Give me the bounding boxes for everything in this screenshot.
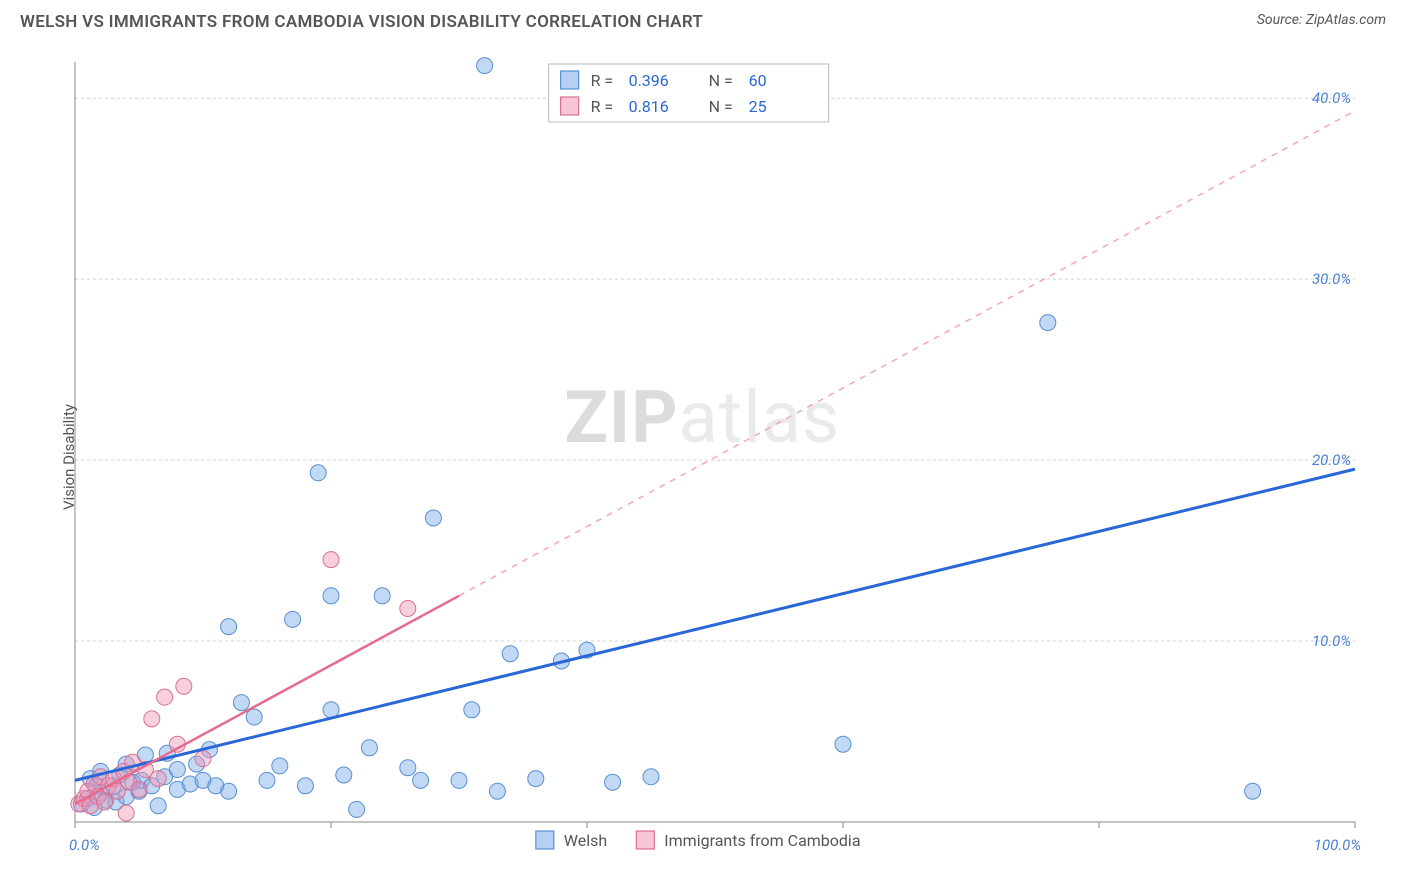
- scatter-point-cambodia: [118, 805, 134, 821]
- scatter-point-cambodia: [144, 711, 160, 727]
- chart-container: WELSH VS IMMIGRANTS FROM CAMBODIA VISION…: [0, 0, 1406, 892]
- scatter-point-welsh: [361, 740, 377, 756]
- bottom-legend-swatch: [536, 831, 554, 849]
- scatter-point-welsh: [349, 801, 365, 817]
- scatter-point-welsh: [489, 783, 505, 799]
- chart-title: WELSH VS IMMIGRANTS FROM CAMBODIA VISION…: [20, 12, 703, 32]
- scatter-point-welsh: [221, 619, 237, 635]
- scatter-point-welsh: [272, 758, 288, 774]
- legend-r-label: R =: [591, 97, 614, 116]
- scatter-point-welsh: [336, 767, 352, 783]
- scatter-point-welsh: [310, 465, 326, 481]
- scatter-point-welsh: [259, 772, 275, 788]
- scatter-point-cambodia: [176, 678, 192, 694]
- legend-n-label: N =: [709, 97, 733, 116]
- legend-r-label: R =: [591, 71, 614, 90]
- header: WELSH VS IMMIGRANTS FROM CAMBODIA VISION…: [0, 0, 1406, 32]
- trend-line-welsh: [75, 469, 1355, 780]
- scatter-point-welsh: [835, 736, 851, 752]
- legend-r-value: 0.816: [629, 97, 669, 116]
- scatter-point-cambodia: [400, 600, 416, 616]
- chart-area: Vision Disability ZIPatlas 0.0% 100.0% 10.0…: [20, 42, 1386, 872]
- legend-r-value: 0.396: [629, 71, 669, 90]
- scatter-point-cambodia: [96, 794, 112, 810]
- scatter-point-welsh: [413, 772, 429, 788]
- bottom-legend-swatch: [636, 831, 654, 849]
- scatter-point-welsh: [1245, 783, 1261, 799]
- scatter-chart: ZIPatlas 0.0% 100.0% 10.0% 20.0% 30.0% 40.0% R …: [20, 42, 1386, 872]
- y-tick-label: 10.0%: [1312, 632, 1351, 650]
- scatter-point-welsh: [297, 778, 313, 794]
- y-tick-label: 20.0%: [1312, 451, 1351, 469]
- bottom-legend-label: Immigrants from Cambodia: [664, 831, 860, 850]
- scatter-point-welsh: [150, 798, 166, 814]
- scatter-point-cambodia: [150, 771, 166, 787]
- scatter-point-welsh: [323, 588, 339, 604]
- scatter-point-welsh: [502, 646, 518, 662]
- scatter-point-welsh: [477, 58, 493, 74]
- scatter-point-welsh: [246, 709, 262, 725]
- bottom-legend-label: Welsh: [564, 831, 607, 850]
- x-tick-label: 100.0%: [1314, 836, 1361, 854]
- scatter-point-welsh: [451, 772, 467, 788]
- watermark: ZIPatlas: [564, 375, 840, 460]
- scatter-point-welsh: [425, 510, 441, 526]
- scatter-point-welsh: [169, 762, 185, 778]
- scatter-point-welsh: [221, 783, 237, 799]
- legend-n-value: 60: [749, 71, 767, 90]
- trend-line-cambodia-dashed: [459, 111, 1355, 596]
- x-tick-label: 0.0%: [69, 836, 100, 854]
- y-axis-label: Vision Disability: [60, 404, 78, 510]
- y-tick-label: 40.0%: [1312, 89, 1351, 107]
- scatter-point-cambodia: [195, 751, 211, 767]
- scatter-point-welsh: [464, 702, 480, 718]
- scatter-point-welsh: [528, 771, 544, 787]
- scatter-point-welsh: [643, 769, 659, 785]
- scatter-point-welsh: [285, 611, 301, 627]
- scatter-point-cambodia: [157, 689, 173, 705]
- scatter-point-welsh: [233, 695, 249, 711]
- scatter-point-welsh: [374, 588, 390, 604]
- scatter-point-welsh: [1040, 315, 1056, 331]
- scatter-point-welsh: [400, 760, 416, 776]
- y-tick-label: 30.0%: [1312, 270, 1351, 288]
- scatter-point-welsh: [605, 774, 621, 790]
- legend-swatch: [561, 97, 579, 115]
- legend-n-value: 25: [749, 97, 767, 116]
- legend-swatch: [561, 71, 579, 89]
- scatter-point-cambodia: [131, 781, 147, 797]
- legend-n-label: N =: [709, 71, 733, 90]
- scatter-point-cambodia: [323, 552, 339, 568]
- source-attribution: Source: ZipAtlas.com: [1257, 12, 1386, 28]
